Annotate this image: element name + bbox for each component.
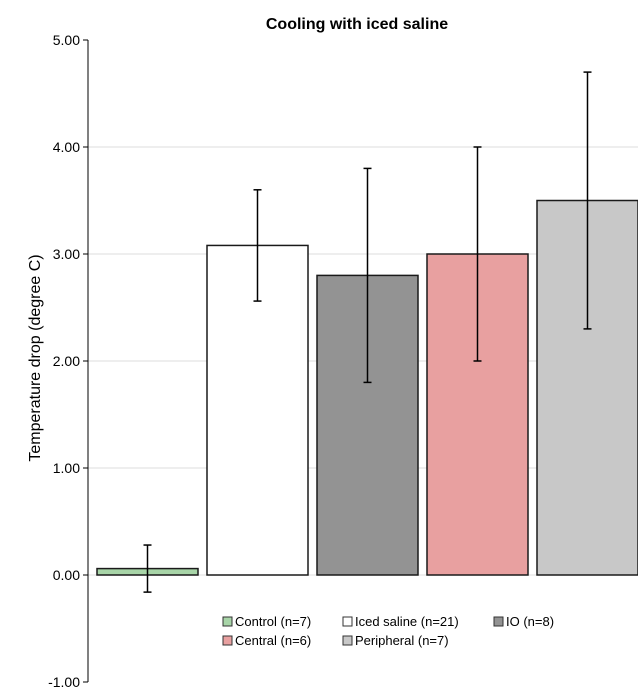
y-tick-label: 4.00 — [53, 139, 80, 155]
y-tick-label: -1.00 — [48, 674, 80, 687]
error-bars — [143, 71, 592, 593]
y-tick-label: 1.00 — [53, 460, 80, 476]
y-axis-title: Temperature drop (degree C) — [27, 254, 44, 461]
y-tick-label: 5.00 — [53, 32, 80, 48]
legend-swatch — [493, 616, 504, 627]
y-axis: -1.00 0.00 1.00 2.00 3.00 4.00 5.00 — [48, 32, 89, 687]
legend-swatch — [342, 616, 353, 627]
legend: Control (n=7) Iced saline (n=21) IO (n=8) C… — [222, 614, 554, 648]
y-tick-label: 3.00 — [53, 246, 80, 262]
legend-swatch — [222, 635, 233, 646]
legend-label: IO (n=8) — [506, 614, 554, 629]
legend-label: Peripheral (n=7) — [355, 633, 449, 648]
legend-label: Central (n=6) — [235, 633, 311, 648]
y-tick-label: 2.00 — [53, 353, 80, 369]
legend-label: Iced saline (n=21) — [355, 614, 459, 629]
legend-swatch — [342, 635, 353, 646]
y-tick-label: 0.00 — [53, 567, 80, 583]
chart-title: Cooling with iced saline — [266, 16, 448, 33]
legend-label: Control (n=7) — [235, 614, 311, 629]
legend-swatch — [222, 616, 233, 627]
